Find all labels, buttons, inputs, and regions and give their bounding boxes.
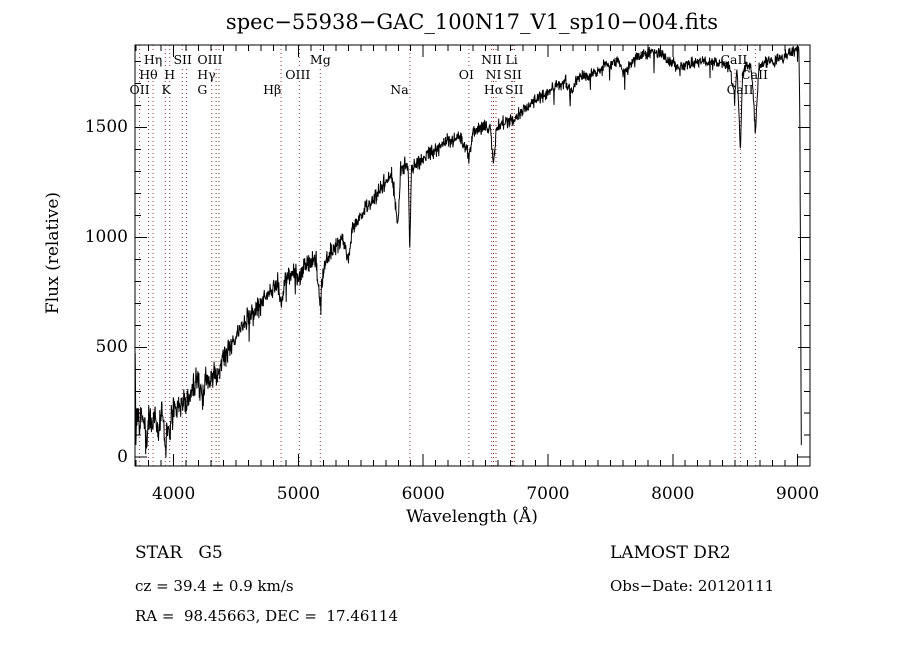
spectral-line-markers [139, 45, 756, 466]
line-label: Hη [144, 52, 162, 67]
line-label: OIII [285, 67, 310, 82]
line-label: OI [459, 67, 474, 82]
line-label-bg [480, 53, 503, 66]
y-axis-label: Flux (relative) [43, 191, 63, 315]
line-label-bg [161, 83, 171, 96]
line-label: Mg [310, 52, 331, 67]
line-label-bg [195, 53, 225, 66]
x-tick-label: 5000 [276, 484, 321, 504]
line-label-bg [458, 68, 475, 81]
line-label-bg [264, 83, 281, 96]
line-label: SII [505, 82, 524, 97]
line-label-bg [391, 83, 408, 96]
line-label-bg [503, 83, 526, 96]
obsdate-text: Obs−Date: 20120111 [610, 577, 775, 595]
y-tick-label: 500 [95, 337, 128, 358]
line-label-bg [739, 68, 770, 81]
plot-title: spec−55938−GAC_100N17_V1_sp10−004.fits [225, 10, 719, 34]
line-label-bg [198, 68, 215, 81]
line-label: SII [503, 67, 522, 82]
line-label: Hα [484, 82, 504, 97]
line-label: Hθ [139, 67, 157, 82]
y-tick-label: 1000 [84, 227, 128, 248]
star-class-text: STAR G5 [135, 543, 223, 563]
line-label: SII [173, 52, 192, 67]
x-tick-label: 9000 [775, 484, 820, 504]
line-label-bg [312, 53, 329, 66]
y-tick-label: 1500 [84, 117, 128, 138]
x-tick-label: 7000 [526, 484, 570, 504]
radec-text: RA = 98.45663, DEC = 17.46114 [135, 607, 399, 625]
line-label-bg [503, 53, 520, 66]
x-tick-label: 6000 [401, 484, 445, 504]
survey-text: LAMOST DR2 [610, 543, 731, 563]
cz-text: cz = 39.4 ± 0.9 km/s [135, 577, 294, 595]
line-label: Hβ [263, 82, 281, 97]
line-label: G [197, 82, 207, 97]
line-label: H [164, 67, 175, 82]
line-label: CaII [727, 82, 754, 97]
x-axis-label: Wavelength (Å) [406, 507, 538, 527]
line-label: OIII [197, 52, 222, 67]
spectrum-curve [134, 44, 802, 458]
line-label-bg [145, 53, 161, 66]
line-label-bg [501, 68, 524, 81]
line-label: Na [390, 82, 409, 97]
line-label: CaII [741, 67, 768, 82]
line-label-bg [140, 68, 157, 81]
y-tick-label: 0 [117, 447, 128, 468]
line-label-bg [171, 53, 194, 66]
line-label: Hγ [197, 67, 215, 82]
line-label: OII [130, 82, 150, 97]
line-label: K [162, 82, 172, 97]
plot-box [134, 44, 811, 467]
line-label: NII [481, 52, 502, 67]
axes [134, 44, 811, 467]
line-label-bg [485, 83, 502, 96]
x-tick-label: 4000 [152, 484, 196, 504]
x-tick-label: 8000 [651, 484, 695, 504]
line-label-bg [128, 83, 151, 96]
line-label-bg [283, 68, 313, 81]
line-label: Li [505, 52, 517, 67]
line-label-bg [197, 83, 207, 96]
line-label-bg [165, 68, 175, 81]
